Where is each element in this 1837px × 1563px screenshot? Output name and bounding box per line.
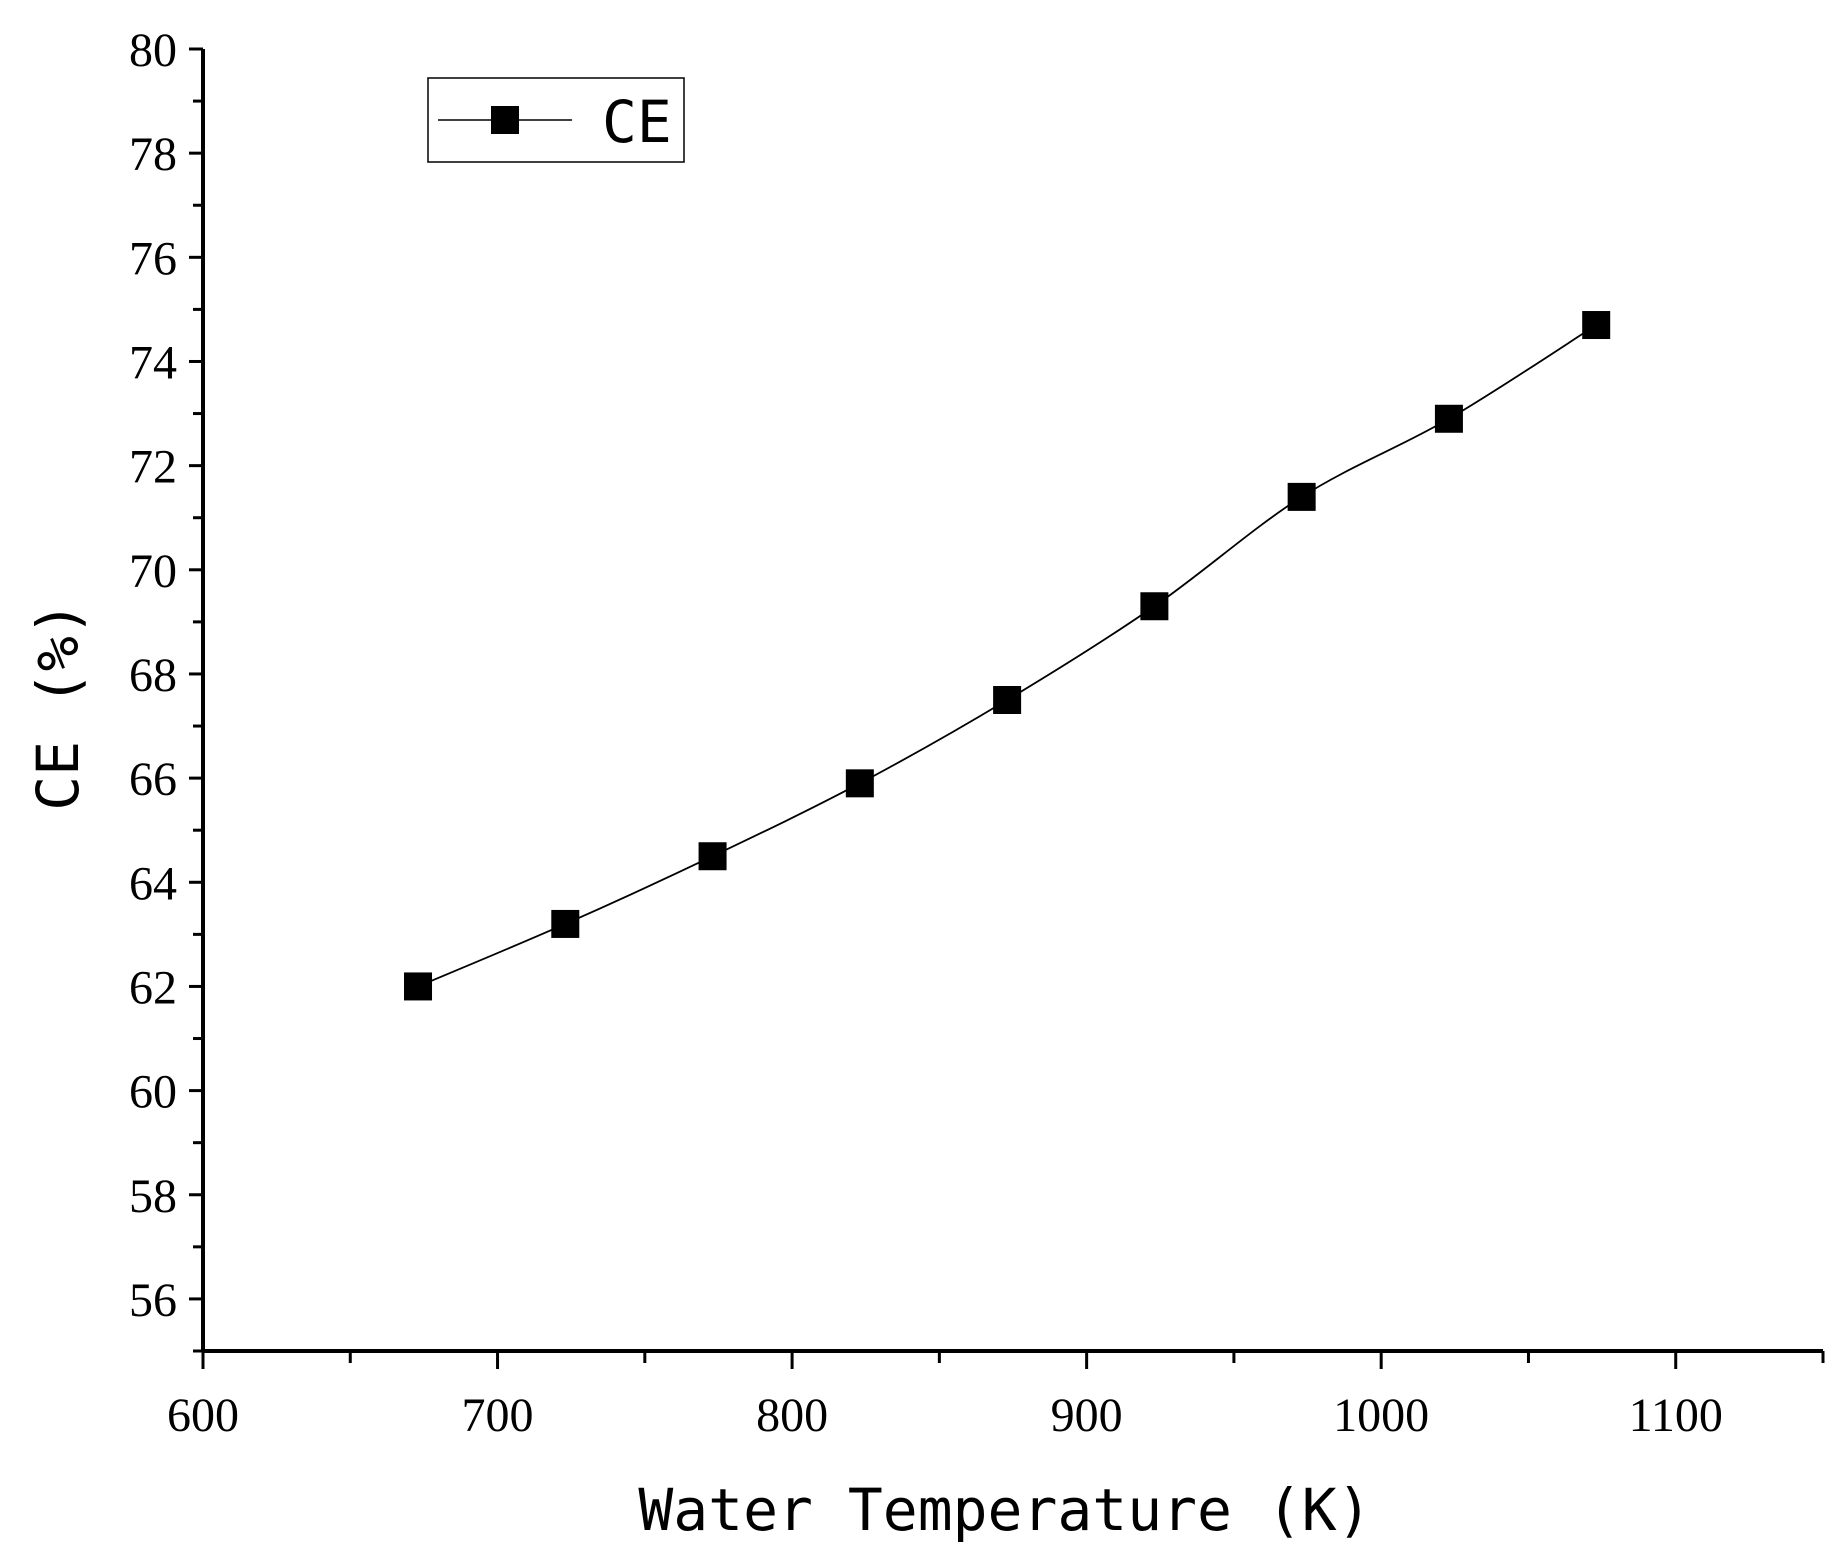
y-tick-label: 68: [129, 649, 177, 702]
data-point-marker: [1140, 592, 1169, 621]
x-tick-label: 800: [756, 1389, 828, 1442]
y-tick-label: 60: [129, 1066, 177, 1119]
data-point-marker: [1582, 311, 1611, 340]
data-point-marker: [1434, 404, 1463, 433]
data-point-marker: [551, 909, 580, 938]
y-axis-title: CE (%): [24, 601, 92, 811]
y-tick-label: 74: [129, 336, 177, 389]
data-point-marker: [1287, 482, 1316, 511]
axes: [201, 49, 1823, 1353]
data-point-marker: [404, 972, 433, 1001]
y-tick-label: 64: [129, 857, 177, 910]
data-point-marker: [845, 769, 874, 798]
y-tick-label: 80: [129, 24, 177, 77]
x-tick-label: 700: [462, 1389, 534, 1442]
y-tick-label: 58: [129, 1170, 177, 1223]
y-tick-labels: 56 58 60 62 64 66 68 70 72 74 76 78 80: [129, 24, 177, 1327]
series-layer: [404, 311, 1611, 1001]
x-tick-label: 600: [167, 1389, 239, 1442]
x-tick-labels: 600 700 800 900 1000 1100: [167, 1389, 1723, 1442]
y-tick-label: 66: [129, 753, 177, 806]
y-tick-label: 56: [129, 1274, 177, 1327]
data-point-marker: [698, 842, 727, 871]
y-tick-label: 62: [129, 961, 177, 1014]
y-ticks: [189, 47, 203, 1353]
x-axis-title: Water Temperature (K): [638, 1476, 1371, 1544]
legend-marker-square: [491, 106, 519, 134]
x-tick-label: 1100: [1629, 1389, 1723, 1442]
y-tick-label: 76: [129, 232, 177, 285]
y-tick-label: 72: [129, 441, 177, 494]
x-ticks: [201, 1351, 1825, 1369]
x-tick-label: 900: [1051, 1389, 1123, 1442]
y-tick-label: 78: [129, 128, 177, 181]
legend-label: CE: [602, 88, 672, 156]
y-tick-label: 70: [129, 545, 177, 598]
data-point-marker: [993, 686, 1022, 714]
legend: CE: [427, 77, 685, 163]
x-tick-label: 1000: [1333, 1389, 1429, 1442]
